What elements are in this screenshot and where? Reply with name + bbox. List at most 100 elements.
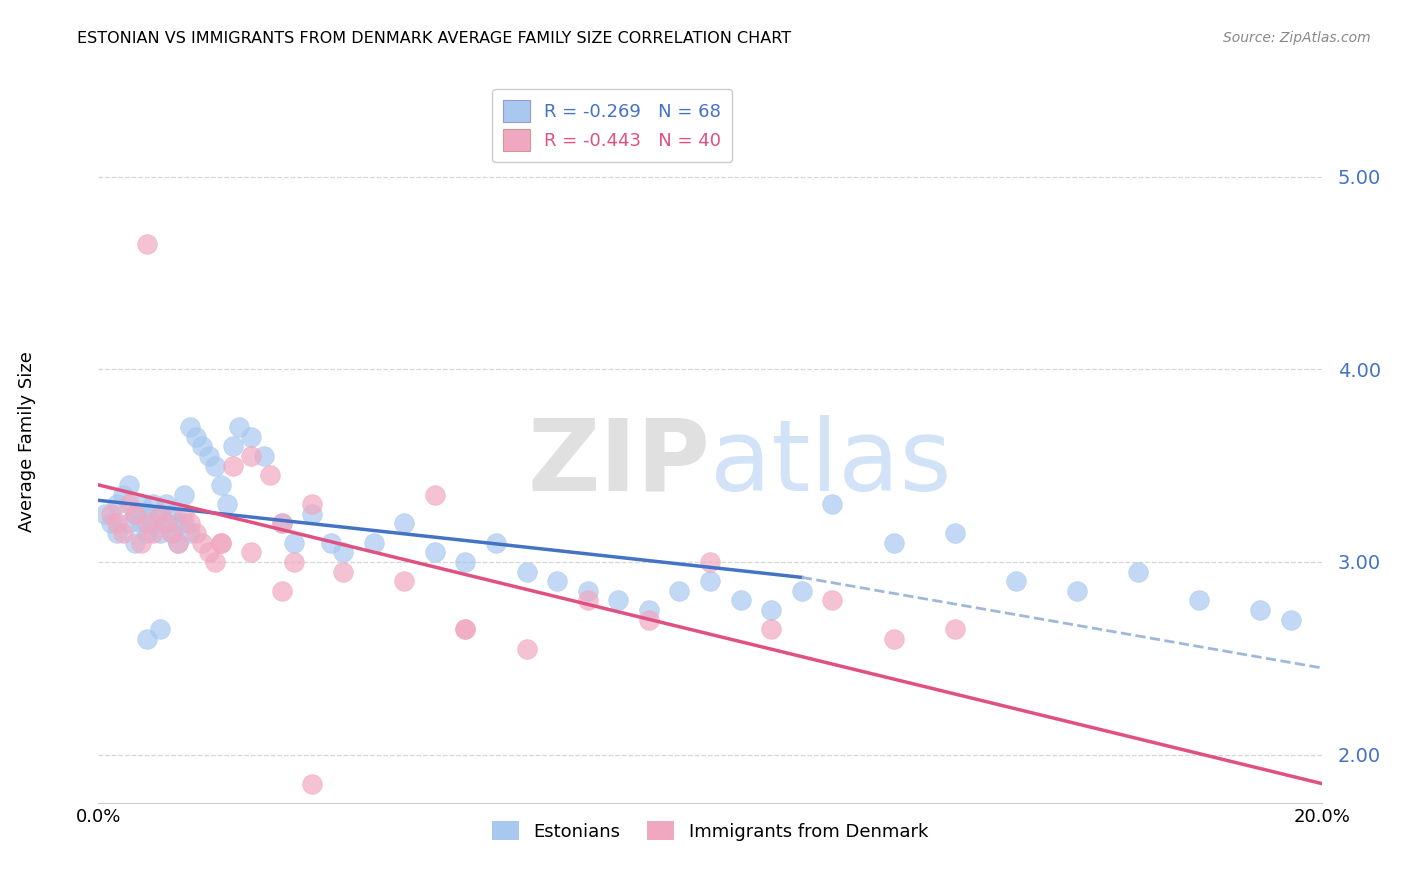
Point [883, 535, 905, 549]
Point [607, 593, 630, 607]
Point [699, 574, 721, 589]
Point [883, 632, 905, 646]
Point [173, 487, 195, 501]
Point [283, 535, 305, 549]
Point [136, 507, 159, 521]
Point [730, 593, 752, 607]
Point [105, 526, 128, 541]
Point [332, 565, 354, 579]
Point [222, 439, 245, 453]
Point [454, 555, 477, 569]
Point [111, 487, 134, 501]
Legend: Estonians, Immigrants from Denmark: Estonians, Immigrants from Denmark [485, 814, 935, 848]
Point [179, 526, 201, 541]
Point [392, 574, 416, 589]
Point [209, 478, 232, 492]
Point [118, 478, 141, 492]
Point [259, 468, 281, 483]
Point [699, 555, 721, 569]
Point [516, 641, 538, 656]
Point [149, 526, 172, 541]
Point [576, 593, 599, 607]
Point [136, 526, 159, 541]
Point [93, 507, 115, 521]
Point [149, 623, 172, 637]
Point [301, 507, 323, 521]
Point [204, 555, 226, 569]
Point [240, 545, 263, 559]
Point [759, 603, 782, 617]
Point [790, 583, 813, 598]
Point [270, 583, 292, 598]
Point [186, 526, 208, 541]
Point [124, 535, 146, 549]
Point [118, 516, 141, 531]
Point [301, 776, 323, 790]
Point [173, 507, 195, 521]
Point [167, 516, 190, 531]
Point [160, 507, 183, 521]
Point [222, 458, 245, 473]
Point [943, 623, 966, 637]
Point [454, 623, 477, 637]
Point [1066, 583, 1088, 598]
Point [392, 516, 416, 531]
Point [149, 507, 172, 521]
Point [423, 487, 446, 501]
Point [105, 497, 128, 511]
Point [821, 593, 844, 607]
Point [155, 516, 177, 531]
Point [100, 516, 122, 531]
Point [167, 535, 190, 549]
Point [363, 535, 385, 549]
Point [129, 516, 152, 531]
Point [129, 535, 152, 549]
Point [637, 603, 661, 617]
Point [191, 439, 214, 453]
Point [142, 497, 165, 511]
Point [136, 632, 159, 646]
Point [546, 574, 568, 589]
Point [576, 583, 599, 598]
Point [111, 526, 134, 541]
Point [136, 516, 159, 531]
Text: atlas: atlas [710, 415, 952, 512]
Point [167, 535, 190, 549]
Point [485, 535, 508, 549]
Point [637, 613, 661, 627]
Point [270, 516, 292, 531]
Point [821, 497, 844, 511]
Point [155, 516, 177, 531]
Point [142, 526, 165, 541]
Point [197, 449, 219, 463]
Text: ESTONIAN VS IMMIGRANTS FROM DENMARK AVERAGE FAMILY SIZE CORRELATION CHART: ESTONIAN VS IMMIGRANTS FROM DENMARK AVER… [77, 31, 792, 46]
Point [173, 516, 195, 531]
Point [179, 516, 201, 531]
Point [332, 545, 354, 559]
Point [240, 449, 263, 463]
Text: Source: ZipAtlas.com: Source: ZipAtlas.com [1223, 31, 1371, 45]
Point [1249, 603, 1271, 617]
Point [197, 545, 219, 559]
Point [252, 449, 274, 463]
Point [191, 535, 214, 549]
Point [209, 535, 232, 549]
Point [1128, 565, 1150, 579]
Point [204, 458, 226, 473]
Point [136, 237, 159, 252]
Point [105, 516, 128, 531]
Point [668, 583, 690, 598]
Point [1004, 574, 1026, 589]
Point [301, 497, 323, 511]
Point [155, 497, 177, 511]
Point [270, 516, 292, 531]
Point [124, 507, 146, 521]
Point [759, 623, 782, 637]
Point [118, 497, 141, 511]
Point [209, 535, 232, 549]
Point [142, 516, 165, 531]
Point [1279, 613, 1302, 627]
Point [240, 430, 263, 444]
Point [283, 555, 305, 569]
Point [160, 526, 183, 541]
